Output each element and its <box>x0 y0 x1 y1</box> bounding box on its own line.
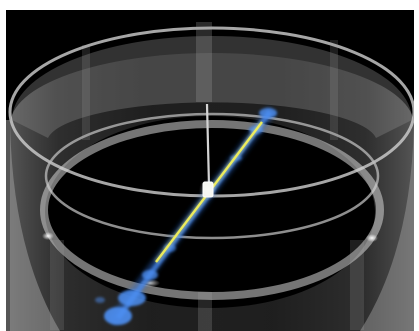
cylinder-inner-rim <box>44 112 380 240</box>
cylinder-right-wall <box>360 120 414 331</box>
cylinder-inner-opening <box>45 116 375 308</box>
rim-glint-left <box>42 232 54 240</box>
cylinder-left-wall <box>6 120 60 331</box>
rim-glint-right <box>366 234 378 242</box>
panel-seam <box>198 292 212 331</box>
panel-seam <box>350 240 364 330</box>
central-object-glow <box>199 179 217 201</box>
cylinder-rim-band <box>12 36 412 138</box>
panel-seam <box>196 22 212 102</box>
panel-seam <box>82 45 90 140</box>
support-rod <box>205 103 211 187</box>
cylinder-lower-ring <box>40 120 384 300</box>
panel-seam <box>330 40 338 140</box>
panel-seam <box>50 240 64 330</box>
